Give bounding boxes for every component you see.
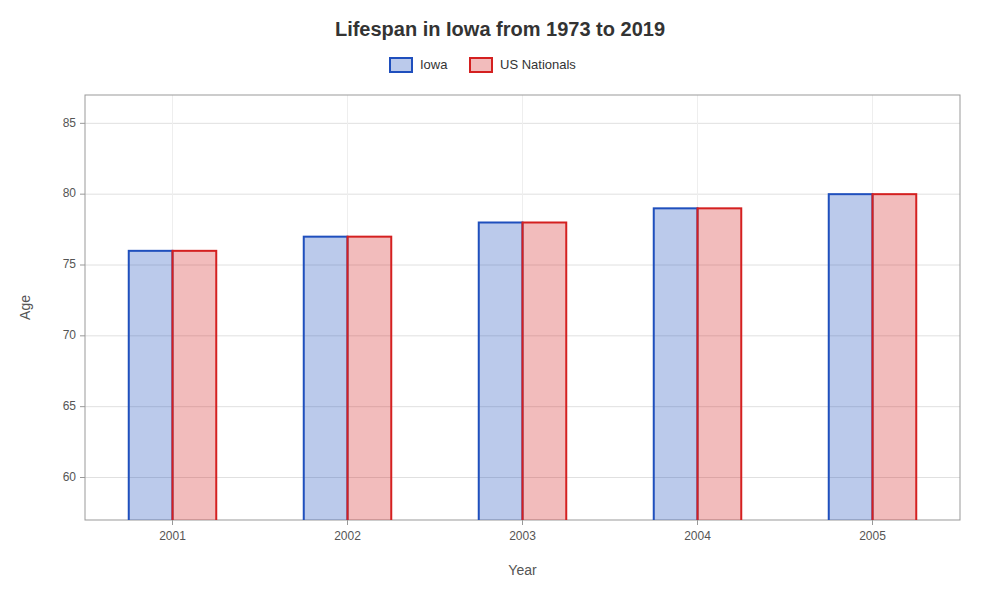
y-tick-label: 80 [63,186,77,200]
legend-label: Iowa [420,57,448,72]
x-tick [697,520,698,525]
x-tick-label: 2001 [159,529,186,543]
x-axis: 2001 2002 2003 2004 2005 [159,520,886,543]
y-axis: 60 65 70 75 80 85 [63,116,85,484]
x-axis-label: Year [508,562,537,578]
bar [873,194,917,520]
bar [173,251,217,520]
x-tick [347,520,348,525]
bars [129,194,917,520]
x-tick-label: 2004 [684,529,711,543]
x-tick-label: 2002 [334,529,361,543]
y-tick [80,123,85,124]
legend: Iowa US Nationals [390,57,576,72]
y-tick [80,477,85,478]
legend-swatch [470,58,492,72]
y-tick-label: 65 [63,399,77,413]
x-tick [172,520,173,525]
bar [523,223,567,521]
bar [304,237,348,520]
bar [698,208,742,520]
y-tick [80,335,85,336]
x-tick-label: 2003 [509,529,536,543]
legend-swatch [390,58,412,72]
chart: 60 65 70 75 80 85 2001 2002 2003 2004 2005 Year Age L… [0,0,1000,600]
chart-container: 60 65 70 75 80 85 2001 2002 2003 2004 2005 Year Age L… [0,0,1000,600]
legend-label: US Nationals [500,57,576,72]
y-axis-label: Age [17,295,33,320]
y-tick-label: 60 [63,470,77,484]
title: Lifespan in Iowa from 1973 to 2019 [335,18,665,40]
bar [654,208,698,520]
x-tick [872,520,873,525]
y-tick [80,265,85,266]
x-tick [522,520,523,525]
y-tick [80,194,85,195]
bar [479,223,523,521]
y-tick-label: 85 [63,116,77,130]
y-tick-label: 75 [63,257,77,271]
bar [348,237,392,520]
y-tick [80,406,85,407]
y-tick-label: 70 [63,328,77,342]
bar [829,194,873,520]
page: {"chart_data": {"type": "bar", "title": … [0,0,1000,600]
x-tick-label: 2005 [859,529,886,543]
bar [129,251,173,520]
